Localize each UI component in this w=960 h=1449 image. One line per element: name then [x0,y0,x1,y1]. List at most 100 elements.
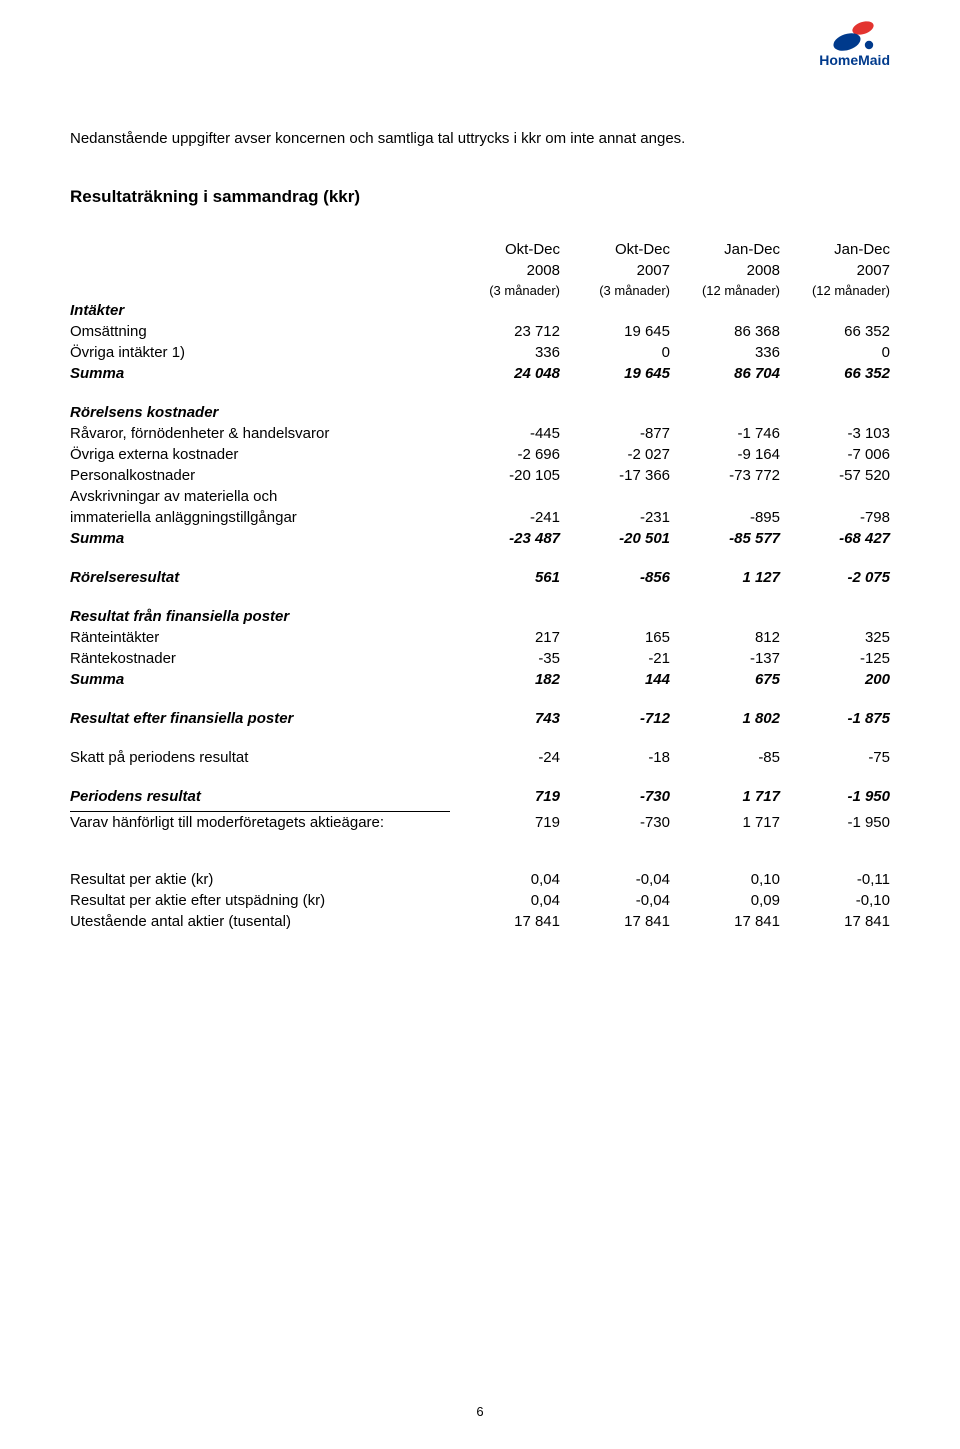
cell: -17 366 [560,465,670,486]
cell: -1 875 [780,708,890,729]
col-subheader: (3 månader) [560,281,670,300]
col-subheader: (12 månader) [780,281,890,300]
cell: -798 [780,507,890,528]
row-label: Periodens resultat [70,786,450,807]
row-label: Resultat per aktie (kr) [70,869,450,890]
table-row: Avskrivningar av materiella och [70,486,890,507]
col-header: 2008 [670,260,780,281]
cell: -3 103 [780,423,890,444]
table-row: Resultat per aktie efter utspädning (kr)… [70,890,890,911]
cell: 86 368 [670,321,780,342]
cell: 1 717 [670,812,780,834]
cell: 0 [560,342,670,363]
cell: 144 [560,669,670,690]
cell: 812 [670,627,780,648]
row-label: Övriga intäkter 1) [70,342,450,363]
row-label: Summa [70,669,450,690]
table-row: Övriga externa kostnader -2 696 -2 027 -… [70,444,890,465]
cell: -445 [450,423,560,444]
cell: 165 [560,627,670,648]
cell: 336 [450,342,560,363]
cell: 719 [450,786,560,807]
cell: -23 487 [450,528,560,549]
cell: 86 704 [670,363,780,384]
periodens-resultat-row: Periodens resultat 719 -730 1 717 -1 950 [70,786,890,807]
cell: -2 075 [780,567,890,588]
row-label: Resultat efter finansiella poster [70,708,450,729]
row-label: Omsättning [70,321,450,342]
cell: -856 [560,567,670,588]
cell: -85 [670,747,780,768]
row-label: Avskrivningar av materiella och [70,486,450,507]
logo-mark-icon [819,20,883,54]
row-label: Resultat per aktie efter utspädning (kr) [70,890,450,911]
table-row: Räntekostnader -35 -21 -137 -125 [70,648,890,669]
summa-row: Summa -23 487 -20 501 -85 577 -68 427 [70,528,890,549]
cell: -0,11 [780,869,890,890]
table-row: Resultat per aktie (kr) 0,04 -0,04 0,10 … [70,869,890,890]
cell: 0,04 [450,869,560,890]
homemaid-logo: HomeMaid [819,20,890,68]
section-title: Resultaträkning i sammandrag (kkr) [70,187,890,207]
cell: -35 [450,648,560,669]
cell: 1 717 [670,786,780,807]
cell: 743 [450,708,560,729]
row-label: immateriella anläggningstillgångar [70,507,450,528]
cell: 0,04 [450,890,560,911]
section-label: Intäkter [70,300,450,321]
section-header-row: Rörelsens kostnader [70,402,890,423]
cell: -57 520 [780,465,890,486]
rorelseresultat-row: Rörelseresultat 561 -856 1 127 -2 075 [70,567,890,588]
col-header: Okt-Dec [450,239,560,260]
row-label: Varav hänförligt till moderföretagets ak… [70,812,450,834]
row-label: Utestående antal aktier (tusental) [70,911,450,932]
cell: 24 048 [450,363,560,384]
row-label: Råvaror, förnödenheter & handelsvaror [70,423,450,444]
table-row: Omsättning 23 712 19 645 86 368 66 352 [70,321,890,342]
cell: -0,04 [560,890,670,911]
cell: -231 [560,507,670,528]
col-header: 2007 [560,260,670,281]
cell: -730 [560,786,670,807]
row-label: Ränteintäkter [70,627,450,648]
col-header: Jan-Dec [780,239,890,260]
cell: -2 696 [450,444,560,465]
intro-text: Nedanstående uppgifter avser koncernen o… [70,130,890,147]
row-label: Summa [70,528,450,549]
income-statement-table: Okt-Dec Okt-Dec Jan-Dec Jan-Dec 2008 200… [70,239,890,932]
row-label: Övriga externa kostnader [70,444,450,465]
summa-row: Summa 182 144 675 200 [70,669,890,690]
cell: -68 427 [780,528,890,549]
cell: -20 501 [560,528,670,549]
cell: 23 712 [450,321,560,342]
cell: 0,10 [670,869,780,890]
cell: -730 [560,812,670,834]
cell: -241 [450,507,560,528]
col-header: Okt-Dec [560,239,670,260]
row-label: Skatt på periodens resultat [70,747,450,768]
cell: -125 [780,648,890,669]
cell: -18 [560,747,670,768]
section-header-row: Resultat från finansiella poster [70,606,890,627]
cell: -1 746 [670,423,780,444]
table-row: Råvaror, förnödenheter & handelsvaror -4… [70,423,890,444]
page-number: 6 [0,1404,960,1419]
cell: -0,10 [780,890,890,911]
cell: -877 [560,423,670,444]
col-subheader: (3 månader) [450,281,560,300]
cell: -73 772 [670,465,780,486]
section-header-row: Intäkter [70,300,890,321]
cell: 325 [780,627,890,648]
cell: -20 105 [450,465,560,486]
cell: 200 [780,669,890,690]
cell: 0,09 [670,890,780,911]
row-label: Personalkostnader [70,465,450,486]
cell: 19 645 [560,321,670,342]
row-label: Räntekostnader [70,648,450,669]
cell: 217 [450,627,560,648]
cell: -9 164 [670,444,780,465]
col-subheader: (12 månader) [670,281,780,300]
cell: -1 950 [780,786,890,807]
page: HomeMaid Nedanstående uppgifter avser ko… [0,0,960,1449]
resultat-efter-row: Resultat efter finansiella poster 743 -7… [70,708,890,729]
